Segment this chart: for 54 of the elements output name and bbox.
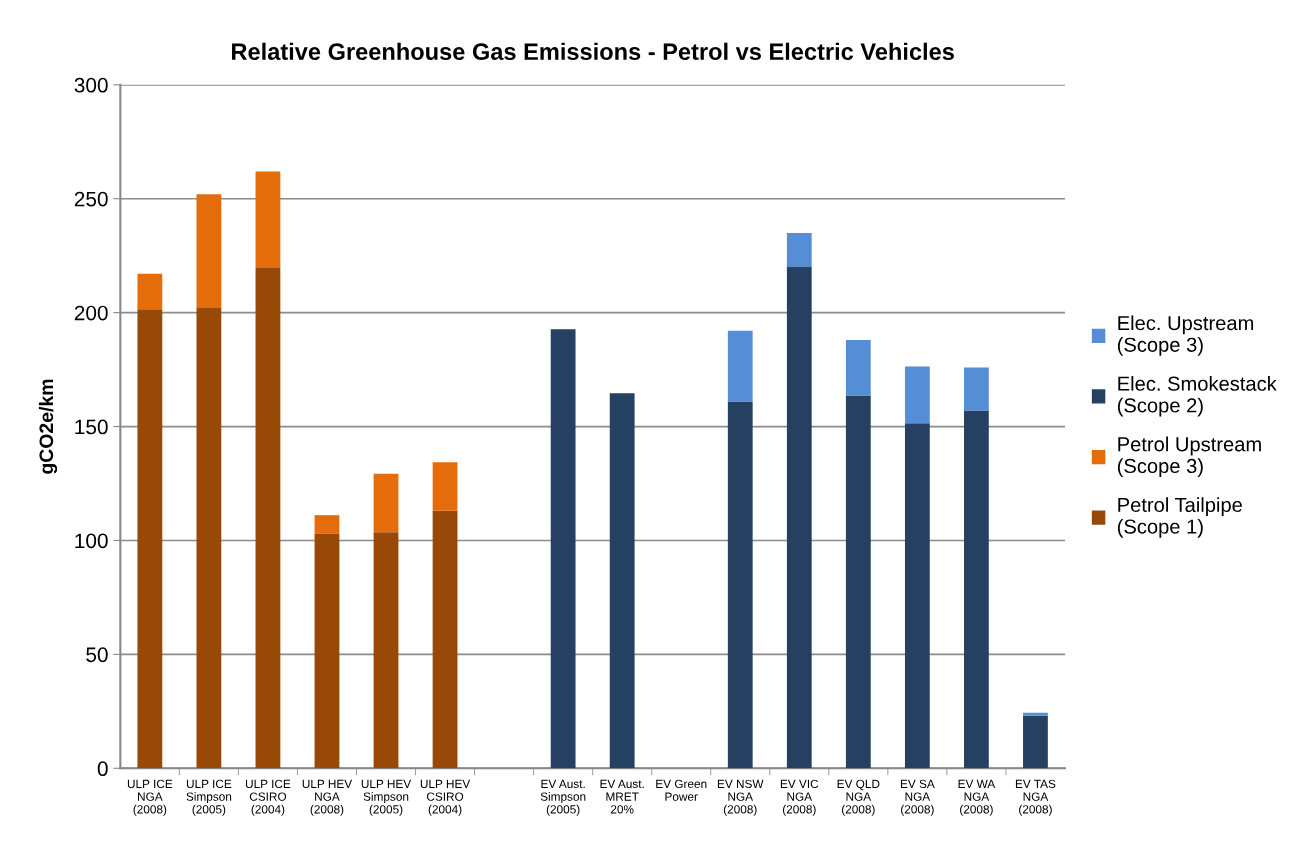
bar [904,366,930,424]
y-tick-label: 100 [75,533,108,549]
bar [904,423,930,769]
bar [255,267,281,769]
bar [373,532,399,769]
y-tick-label: 300 [74,77,108,93]
bar [432,462,458,511]
bar [314,515,340,534]
x-tick-label: EV VIC NGA (2008) [780,779,819,816]
bar [196,308,222,769]
bar [786,267,812,769]
bar [550,329,576,769]
x-tick-label: ULP HEV Simpson (2005) [361,779,412,816]
x-tick-label: EV WA NGA (2008) [958,779,996,816]
bar [314,533,340,769]
bar [1023,712,1048,716]
chart-title: Relative Greenhouse Gas Emissions - Petrol vs Electric Vehicles [232,42,954,61]
x-tick-label: EV QLD NGA (2008) [837,779,880,816]
bar [1023,715,1048,769]
x-tick-label: EV SA NGA (2008) [900,779,935,816]
y-tick-label: 150 [75,419,108,435]
legend-label: Elec. Smokestack (Scope 2) [1117,376,1277,417]
legend-label: Elec. Upstream (Scope 3) [1117,315,1254,356]
bar [137,309,163,769]
bar [255,171,281,268]
legend-label: Petrol Tailpipe (Scope 1) [1117,497,1242,538]
x-tick-label: EV Aust. MRET 20% [600,779,644,814]
bar [786,232,812,268]
x-tick-label: ULP HEV CSIRO (2004) [420,779,471,816]
x-tick-label: EV TAS NGA (2008) [1015,779,1056,816]
y-axis-title: gCO2e/km [38,379,58,474]
bar [845,339,871,396]
x-tick-label: EV Green Power [656,779,707,801]
x-tick-label: EV NSW NGA (2008) [717,779,764,816]
x-tick-label: EV Aust. Simpson (2005) [540,779,586,816]
bar [964,367,989,411]
x-tick-label: ULP ICE NGA (2008) [127,779,173,816]
bar [196,194,222,309]
x-tick-label: ULP ICE Simpson (2005) [186,779,232,816]
bar [609,393,635,769]
bar [137,273,163,310]
bar [432,510,458,769]
y-tick-label: 0 [97,761,108,777]
x-tick-label: ULP ICE CSIRO (2004) [245,779,291,816]
bar [964,410,989,769]
bar [727,401,753,769]
bar [373,473,399,533]
y-tick-label: 250 [74,191,108,207]
x-tick-label: ULP HEV NGA (2008) [302,779,353,816]
legend-label: Petrol Upstream (Scope 3) [1117,436,1261,478]
y-tick-label: 50 [86,647,108,663]
bar [845,395,871,769]
bar [727,330,753,402]
y-tick-label: 200 [74,305,108,321]
